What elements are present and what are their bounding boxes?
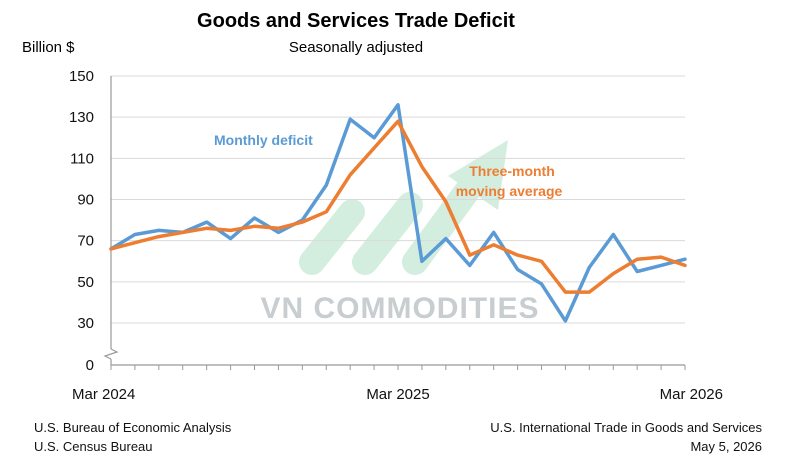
y-tick-label: 90 <box>77 192 94 209</box>
annotation-monthly-deficit: Monthly deficit <box>214 132 313 148</box>
y-tick-label: 0 <box>86 357 94 374</box>
y-tick-label: 30 <box>77 315 94 332</box>
series-line-moving-average <box>109 119 687 294</box>
watermark-logo-icon <box>299 140 508 275</box>
footer-source-line2: U.S. Census Bureau <box>34 439 153 454</box>
y-axis-break-icon <box>103 348 119 360</box>
annotation-moving-average-line2: moving average <box>456 183 563 199</box>
y-tick-label: 70 <box>77 233 94 250</box>
footer-release-line1: U.S. International Trade in Goods and Se… <box>490 420 762 435</box>
chart-subtitle: Seasonally adjusted <box>289 39 423 56</box>
chart-title: Goods and Services Trade Deficit <box>197 10 515 32</box>
y-tick-label: 130 <box>69 109 94 126</box>
y-tick-label: 110 <box>70 150 94 167</box>
y-tick-label: 50 <box>77 274 94 291</box>
footer-source-line1: U.S. Bureau of Economic Analysis <box>34 420 232 435</box>
x-tick-label: Mar 2024 <box>72 386 135 403</box>
watermark-text: VN COMMODITIES <box>260 292 539 325</box>
y-axis-label: Billion $ <box>22 39 75 56</box>
series-line-monthly-deficit <box>109 103 687 323</box>
watermark: VN COMMODITIES <box>260 140 539 325</box>
x-tick-label: Mar 2025 <box>366 386 429 403</box>
footer-source: U.S. Bureau of Economic Analysis U.S. Ce… <box>34 418 231 456</box>
footer-release-line2: May 5, 2026 <box>690 439 762 454</box>
annotation-moving-average-line1: Three-month <box>469 163 555 179</box>
y-tick-label: 150 <box>69 68 94 85</box>
footer-release: U.S. International Trade in Goods and Se… <box>490 418 762 456</box>
x-tick-label: Mar 2026 <box>660 386 723 403</box>
